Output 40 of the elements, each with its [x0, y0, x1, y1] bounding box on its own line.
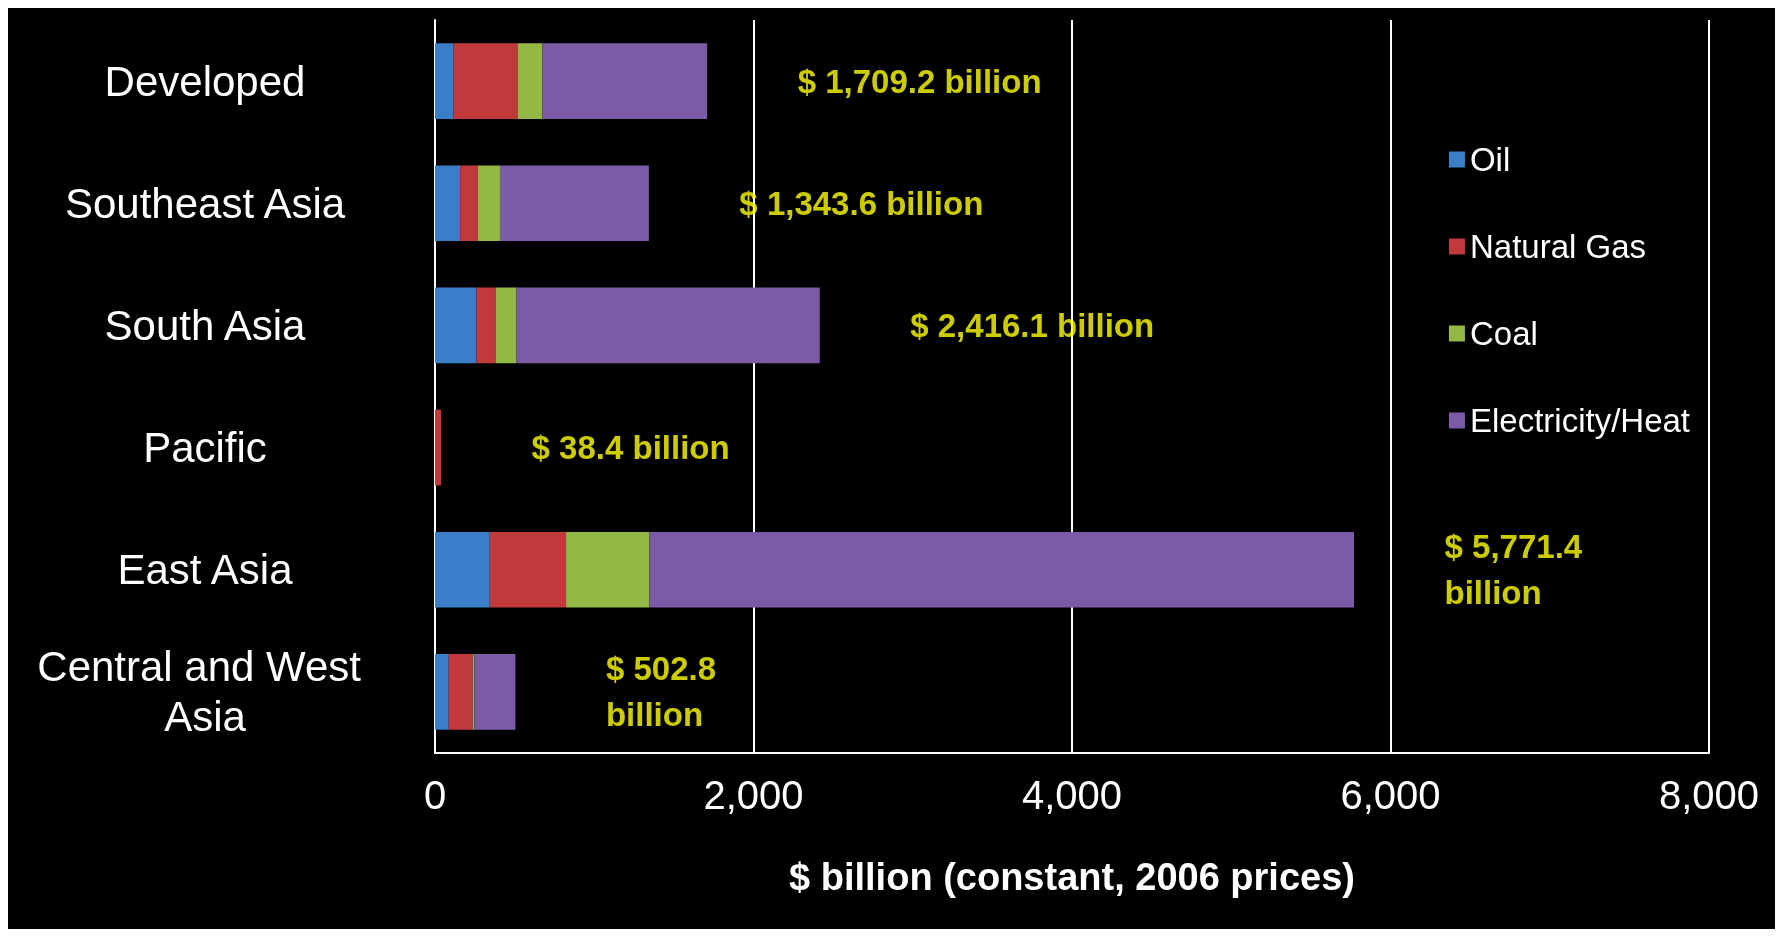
bar [435, 531, 490, 608]
y-tick-label: Southeast Asia [64, 179, 346, 227]
x-tick-label: 8,000 [1658, 773, 1760, 817]
annotation: $ 1,709.2 billion [797, 62, 1042, 100]
legend-label: Electricity/Heat [1469, 402, 1690, 439]
bar [435, 654, 449, 730]
bar [435, 165, 461, 242]
bar [649, 531, 1355, 608]
bar [460, 165, 478, 242]
y-tick-label: East Asia [117, 546, 294, 594]
bar [435, 43, 454, 119]
x-axis-title: $ billion (constant, 2006 prices) [789, 856, 1355, 898]
annotation: $ 502.8 billion [605, 650, 717, 734]
y-tick-label: Central and West Asia [37, 643, 373, 741]
legend-label: Oil [1469, 141, 1511, 178]
bar [474, 654, 516, 730]
annotation: $ 5,771.4 billion [1444, 528, 1583, 612]
bar [448, 654, 473, 730]
bar [566, 531, 650, 608]
y-tick-label: Pacific [143, 424, 267, 472]
bar [435, 287, 477, 364]
bar [453, 43, 518, 119]
legend-label: Natural Gas [1469, 228, 1647, 265]
annotation: $ 38.4 billion [531, 429, 730, 467]
bar [477, 165, 500, 242]
bar [516, 287, 820, 364]
legend-label: Coal [1469, 315, 1538, 352]
y-tick-label: South Asia [104, 301, 307, 349]
bar [542, 43, 708, 119]
bar [435, 409, 442, 486]
bar [499, 165, 649, 242]
x-tick-label: 6,000 [1340, 773, 1441, 817]
bar [489, 531, 567, 608]
bar [476, 287, 496, 364]
y-tick-label: Developed [104, 57, 306, 105]
x-tick-label: 2,000 [703, 773, 804, 817]
bar [495, 287, 517, 364]
x-tick-label: 0 [423, 773, 447, 817]
x-tick-label: 4,000 [1021, 773, 1123, 817]
bar [517, 43, 543, 119]
